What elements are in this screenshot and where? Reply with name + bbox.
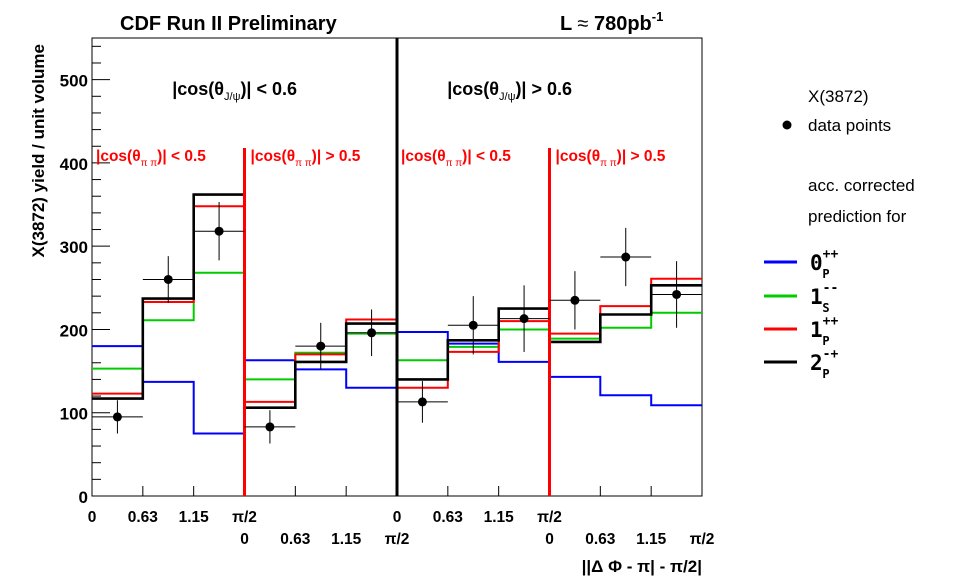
legend-label-sup: ++ xyxy=(823,314,839,329)
y-tick-label: 500 xyxy=(60,72,88,91)
luminosity-approx: ≈ xyxy=(577,13,594,35)
region-label-left-post: )| < 0.6 xyxy=(240,79,297,99)
y-tick-label: 0 xyxy=(79,488,88,507)
x-tick-label-lower: π/2 xyxy=(385,531,410,548)
legend-note-2: prediction for xyxy=(808,207,907,226)
subregion-label-post: )| < 0.5 xyxy=(157,148,206,165)
legend-label-base: 1 xyxy=(810,285,823,309)
data-point xyxy=(672,289,682,299)
x-tick-label-lower: 1.15 xyxy=(636,531,667,548)
subregion-label-post: )| > 0.5 xyxy=(617,148,666,165)
legend-label-0++P: 0++ P xyxy=(810,247,838,281)
subregion-label-pre: |cos(θ xyxy=(401,148,446,165)
x-tick-label-lower: π/2 xyxy=(690,531,715,548)
series-0++P-step xyxy=(549,375,702,407)
legend-label-sup: ++ xyxy=(823,247,839,262)
luminosity-exp: -1 xyxy=(652,9,664,24)
subregion-label-sub: π π xyxy=(600,158,617,169)
x-tick-label-lower: 0.63 xyxy=(585,531,616,548)
legend-data-marker xyxy=(782,120,792,130)
region-label-right-post: )| > 0.6 xyxy=(515,79,572,99)
data-point xyxy=(570,295,580,305)
x-tick-label-upper: 0 xyxy=(88,509,97,526)
data-point xyxy=(214,226,224,236)
x-tick-label-upper: 1.15 xyxy=(484,509,515,526)
x-tick-label-lower: 0.63 xyxy=(280,531,311,548)
y-tick-label: 400 xyxy=(60,155,88,174)
data-point xyxy=(417,397,427,407)
subregion-label-pre: |cos(θ xyxy=(251,148,296,165)
x-tick-label-upper: 0.63 xyxy=(128,509,159,526)
region-label-left: |cos(θJ/ψ)| < 0.6 xyxy=(172,79,297,103)
x-tick-label-lower: 0 xyxy=(545,531,554,548)
legend-label-1++P: 1++ P xyxy=(810,314,838,348)
legend-label-base: 2 xyxy=(810,351,823,375)
legend-title: X(3872) xyxy=(808,87,868,106)
x-tick-label-upper: 0.63 xyxy=(433,509,464,526)
subregion-label-sub: π π xyxy=(141,158,158,169)
subregion-label: |cos(θπ π)| > 0.5 xyxy=(251,148,361,169)
region-label-right-sub: J/ψ xyxy=(499,91,516,103)
data-point xyxy=(621,252,631,262)
region-label-left-pre: |cos(θ xyxy=(172,79,224,99)
series-2-+P-step xyxy=(549,284,702,344)
data-point xyxy=(163,274,173,284)
chart-title: CDF Run II Preliminary xyxy=(120,13,338,35)
legend-label-base: 1 xyxy=(810,318,823,342)
subregion-label-pre: |cos(θ xyxy=(96,148,141,165)
subregion-label-post: )| > 0.5 xyxy=(312,148,361,165)
subregion-label: |cos(θπ π)| < 0.5 xyxy=(401,148,511,169)
legend-label-sub: P xyxy=(822,267,829,281)
legend-label-1--S: 1-- S xyxy=(810,281,838,315)
subregion-label: |cos(θπ π)| < 0.5 xyxy=(96,148,206,169)
x-tick-label-upper: 1.15 xyxy=(179,509,210,526)
data-point xyxy=(316,341,326,351)
y-tick-label: 300 xyxy=(60,238,88,257)
series-0++P-step xyxy=(92,345,245,435)
x-tick-label-lower: 1.15 xyxy=(331,531,362,548)
subregion-label-sub: π π xyxy=(446,158,463,169)
legend-label-sub: P xyxy=(822,334,829,348)
x-tick-label-upper: π/2 xyxy=(232,509,257,526)
subregion-label-post: )| < 0.5 xyxy=(462,148,511,165)
legend-note-1: acc. corrected xyxy=(808,176,915,195)
legend-label-sup: -- xyxy=(823,281,839,296)
series-1--S-step xyxy=(92,271,245,370)
series-1++P-step xyxy=(549,277,702,335)
region-label-right: |cos(θJ/ψ)| > 0.6 xyxy=(447,79,572,103)
x-axis-title: ||Δ Φ - π| - π/2| xyxy=(582,557,702,576)
legend-label-base: 0 xyxy=(810,251,823,275)
legend-label-sup: -+ xyxy=(823,347,839,362)
data-point xyxy=(265,422,275,432)
luminosity-label: L ≈ 780pb-1 xyxy=(560,9,663,35)
data-point xyxy=(468,320,478,330)
subregion-label-sub: π π xyxy=(295,158,312,169)
data-point xyxy=(367,328,377,338)
x-tick-label-upper: π/2 xyxy=(537,509,562,526)
luminosity-value: 780pb xyxy=(594,13,652,35)
legend-label-2-+P: 2-+ P xyxy=(810,347,838,381)
data-point xyxy=(112,412,122,422)
legend-label-sub: P xyxy=(822,367,829,381)
subregion-label: |cos(θπ π)| > 0.5 xyxy=(556,148,666,169)
x-tick-label-lower: 0 xyxy=(240,531,249,548)
region-label-right-pre: |cos(θ xyxy=(447,79,499,99)
legend-label-sub: S xyxy=(822,301,829,315)
data-point xyxy=(519,314,529,324)
region-label-left-sub: J/ψ xyxy=(224,91,241,103)
subregion-label-pre: |cos(θ xyxy=(556,148,601,165)
x-tick-label-upper: 0 xyxy=(393,509,402,526)
legend-data-label: data points xyxy=(808,116,891,135)
y-axis-title: X(3872) yield / unit volume xyxy=(29,44,48,258)
y-tick-label: 200 xyxy=(60,321,88,340)
series-1--S-step xyxy=(549,311,702,340)
y-tick-label: 100 xyxy=(60,405,88,424)
luminosity-prefix: L xyxy=(560,13,577,35)
